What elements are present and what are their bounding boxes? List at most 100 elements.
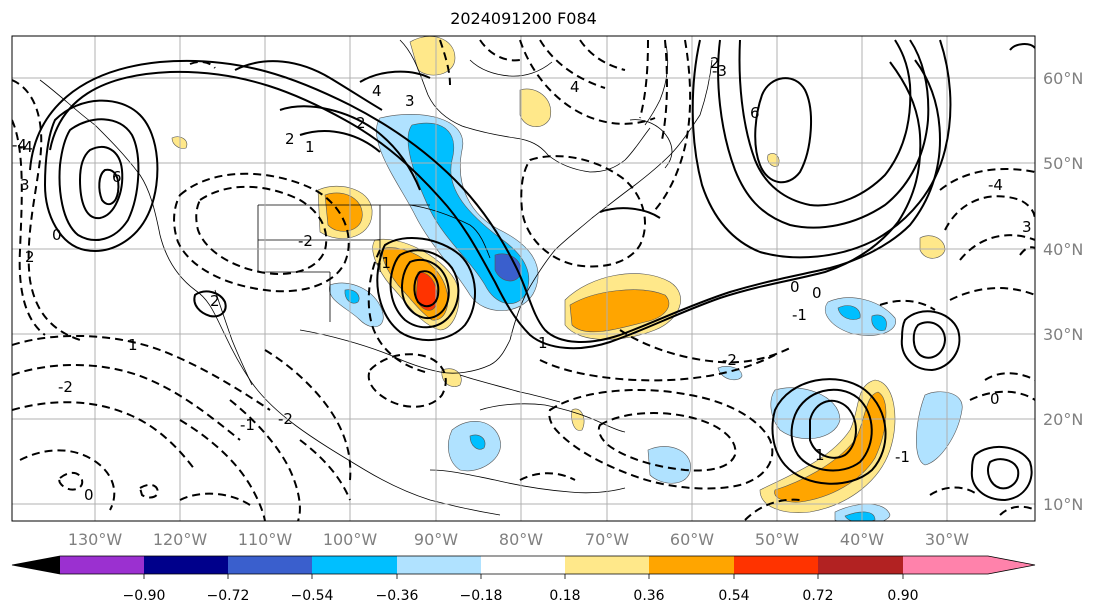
lat-label: 40°N [1043, 240, 1083, 259]
patch-orange-atlantic [569, 289, 670, 333]
contour-label: 1 [538, 334, 548, 352]
patch-blue-texas [344, 289, 360, 304]
shaded-anomalies [171, 36, 963, 521]
colorbar-tick-label: 0.72 [802, 588, 833, 604]
lon-label: 80°W [499, 530, 543, 549]
colorbar-segment [60, 556, 144, 574]
contour-label: 3 [405, 92, 415, 110]
contour-label: -3 [712, 62, 727, 80]
colorbar-tick-label: −0.36 [376, 588, 419, 604]
map-frame [11, 35, 1036, 522]
contour-label: 1 [128, 336, 138, 354]
contour-label: 2 [25, 248, 35, 266]
colorbar-tick-label: 0.18 [549, 588, 580, 604]
contour-label: -2 [722, 351, 737, 369]
colorbar-segment [565, 556, 649, 574]
colorbar-min-extension [12, 556, 60, 574]
patch-orange-plains [324, 192, 363, 232]
contour-label: 4 [372, 82, 382, 100]
colorbar-tick-labels: −0.90 −0.72 −0.54 −0.36 −0.18 0.18 0.36 … [123, 588, 919, 604]
lat-label: 60°N [1043, 69, 1083, 88]
latitude-labels: 60°N 50°N 40°N 30°N 20°N 10°N [1043, 69, 1083, 514]
contour-label: -1 [240, 416, 255, 434]
longitude-labels: 130°W 120°W 110°W 100°W 90°W 80°W 70°W 6… [68, 530, 969, 549]
negative-contours [12, 39, 1035, 521]
lon-label: 100°W [323, 530, 378, 549]
contour-label: -1 [376, 254, 391, 272]
lon-label: 120°W [153, 530, 208, 549]
colorbar-tick-label: −0.18 [460, 588, 503, 604]
lat-label: 50°N [1043, 154, 1083, 173]
colorbar-segment [228, 556, 312, 574]
lon-label: 30°W [925, 530, 969, 549]
colorbar-outline [11, 555, 1036, 575]
patch-light-blue-east-storm [916, 391, 963, 466]
contour-label: 1 [815, 446, 825, 464]
patch-blue-bottom [844, 511, 876, 521]
contour-label: 3 [20, 176, 30, 194]
colorbar-segment [397, 556, 481, 574]
patch-yellow-azores [919, 235, 946, 259]
colorbar-tick-label: −0.54 [291, 588, 334, 604]
lon-label: 90°W [414, 530, 458, 549]
lon-label: 50°W [755, 530, 799, 549]
lat-label: 20°N [1043, 410, 1083, 429]
colorbar-segment [818, 556, 903, 574]
contour-label: 0 [790, 278, 800, 296]
contour-label: -4 [18, 138, 33, 156]
patch-light-blue-texas [329, 282, 384, 328]
patch-light-blue-caribbean-east [647, 446, 691, 484]
patch-yellow-small-1 [171, 136, 188, 149]
contour-labels: 4 3 2 1 -1 2 -2 1 2 1 4 3 2 6 6 0 -3 -4 … [12, 54, 1032, 504]
contour-label: -2 [58, 378, 73, 396]
colorbar-tick-label: −0.72 [207, 588, 250, 604]
contour-label: 6 [750, 104, 760, 122]
patch-light-blue-storm [770, 387, 841, 439]
colorbar-max-extension [903, 556, 1035, 574]
contour-label: -4 [12, 136, 27, 154]
colorbar-tick-label: 0.90 [887, 588, 918, 604]
contour-label: 6 [112, 168, 122, 186]
contour-label: 2 [210, 292, 220, 310]
contour-label: 4 [570, 78, 580, 96]
contour-label: 1 [305, 138, 315, 156]
contour-label: -1 [895, 448, 910, 466]
colorbar-tick-label: 0.54 [718, 588, 749, 604]
contour-label: 2 [356, 114, 366, 132]
lon-label: 60°W [670, 530, 714, 549]
map-title: 2024091200 F084 [450, 9, 597, 28]
contour-label: 0 [84, 486, 94, 504]
lon-label: 70°W [585, 530, 629, 549]
colorbar-segment [144, 556, 228, 574]
patch-blue-atlantic-east-2 [871, 314, 887, 331]
patch-blue-caribbean-west [469, 434, 486, 450]
contour-label: -1 [792, 306, 807, 324]
colorbar-segment [312, 556, 397, 574]
colorbar-segment [734, 556, 818, 574]
lat-label: 10°N [1043, 495, 1083, 514]
colorbar-segment [649, 556, 734, 574]
contour-label: -2 [278, 410, 293, 428]
patch-yellow-storm [759, 379, 896, 513]
contour-label: 0 [52, 226, 62, 244]
patch-yellow-north [409, 36, 456, 76]
colorbar: −0.90 −0.72 −0.54 −0.36 −0.18 0.18 0.36 … [11, 555, 1036, 604]
lon-label: 110°W [238, 530, 293, 549]
contour-label: 2 [710, 54, 720, 72]
contour-label: 0 [812, 284, 822, 302]
colorbar-ticks [143, 574, 904, 579]
lon-label: 40°W [840, 530, 884, 549]
contour-label: 0 [990, 390, 1000, 408]
patch-blue-atlantic-east [837, 305, 861, 320]
lon-label: 130°W [68, 530, 123, 549]
patch-orange-storm [774, 391, 887, 503]
colorbar-tick-label: −0.90 [123, 588, 166, 604]
contour-label: 2 [285, 130, 295, 148]
patch-yellow-labrador [519, 88, 552, 127]
colorbar-segment [481, 556, 565, 574]
contour-label: 3 [1022, 218, 1032, 236]
lat-label: 30°N [1043, 325, 1083, 344]
contour-label: -2 [298, 232, 313, 250]
contour-label: -4 [988, 176, 1003, 194]
